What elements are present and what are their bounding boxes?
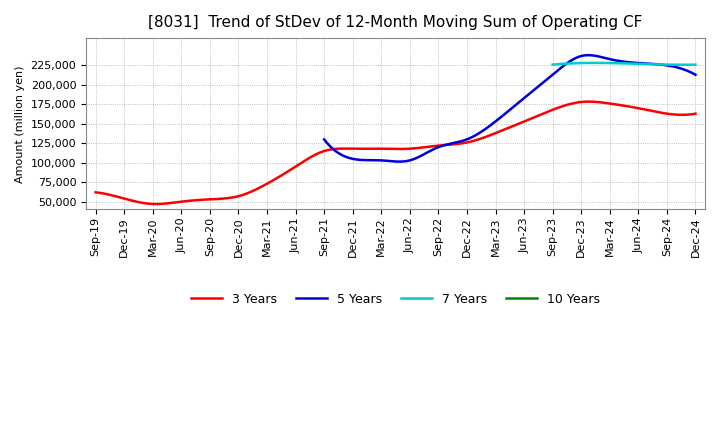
5 Years xyxy=(691,72,700,77)
3 Years xyxy=(691,111,700,116)
5 Years xyxy=(321,138,330,143)
7 Years xyxy=(636,61,645,66)
5 Years xyxy=(549,72,557,77)
3 Years xyxy=(451,142,459,147)
5 Years xyxy=(395,159,404,164)
5 Years xyxy=(542,77,551,82)
7 Years xyxy=(691,62,700,67)
Title: [8031]  Trend of StDev of 12-Month Moving Sum of Operating CF: [8031] Trend of StDev of 12-Month Moving… xyxy=(148,15,643,30)
Line: 3 Years: 3 Years xyxy=(96,102,696,204)
7 Years xyxy=(669,62,678,67)
7 Years xyxy=(549,62,557,67)
3 Years xyxy=(601,100,610,106)
3 Years xyxy=(93,190,102,195)
7 Years xyxy=(549,62,557,67)
Line: 5 Years: 5 Years xyxy=(324,55,696,161)
Line: 7 Years: 7 Years xyxy=(553,63,696,65)
5 Years xyxy=(541,78,549,84)
7 Years xyxy=(590,60,599,66)
7 Years xyxy=(634,61,642,66)
3 Years xyxy=(449,142,457,147)
3 Years xyxy=(460,140,469,146)
5 Years xyxy=(659,62,667,67)
3 Years xyxy=(91,190,100,195)
5 Years xyxy=(585,52,593,58)
5 Years xyxy=(320,137,328,142)
3 Years xyxy=(151,202,160,207)
7 Years xyxy=(679,62,688,67)
Legend: 3 Years, 5 Years, 7 Years, 10 Years: 3 Years, 5 Years, 7 Years, 10 Years xyxy=(186,288,606,311)
7 Years xyxy=(678,62,686,67)
3 Years xyxy=(639,106,647,112)
5 Years xyxy=(635,60,644,66)
3 Years xyxy=(585,99,593,104)
7 Years xyxy=(634,61,642,66)
Y-axis label: Amount (million yen): Amount (million yen) xyxy=(15,65,25,183)
